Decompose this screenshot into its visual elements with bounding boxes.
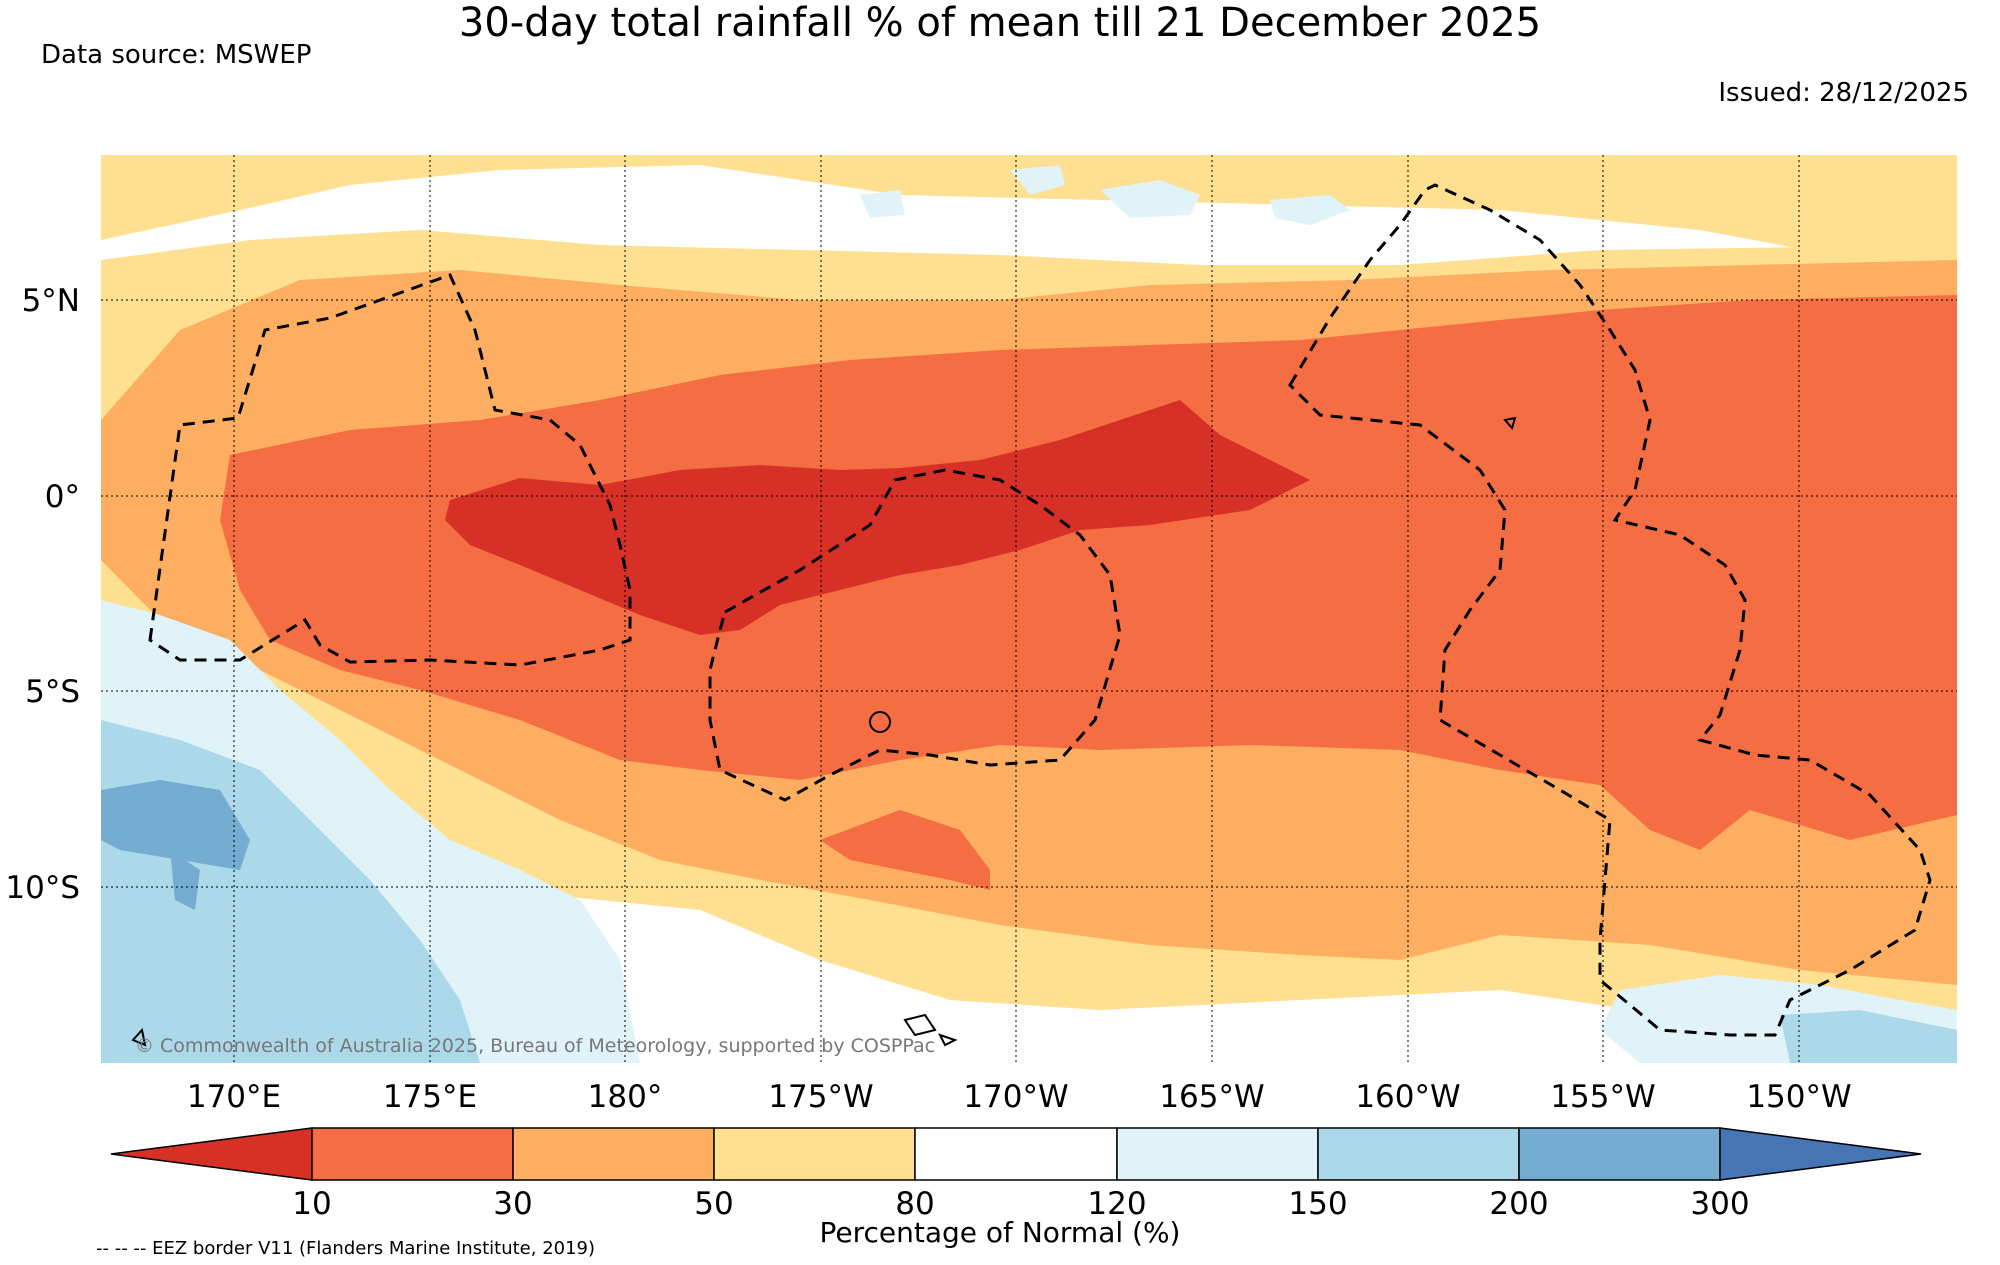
island-2 [938, 1033, 958, 1047]
colorbar-tick-80: 80 [895, 1186, 934, 1222]
lat-tick-5n: 5°N [22, 283, 80, 319]
colorbar-tick-300: 300 [1690, 1186, 1749, 1222]
lon-tick-150w: 150°W [1746, 1079, 1851, 1115]
colorbar-label: Percentage of Normal (%) [819, 1216, 1181, 1249]
eez-border-west [148, 273, 632, 667]
zone-200-300 [101, 780, 250, 870]
colorbar-arrow-low [110, 1127, 313, 1181]
colorbar-bin-80-120 [914, 1127, 1118, 1181]
eez-border-central [708, 468, 1122, 802]
colorbar-tick-200: 200 [1489, 1186, 1548, 1222]
colorbar-bin-50-80 [713, 1127, 916, 1181]
map-gridlines [101, 155, 1957, 1063]
eez-legend-note: -- -- -- EEZ border V11 (Flanders Marine… [96, 1238, 596, 1259]
lon-tick-170w: 170°W [963, 1079, 1068, 1115]
island-3 [1503, 416, 1517, 431]
zone-120-150-n4 [860, 190, 905, 218]
colorbar-bin-200-300 [1518, 1127, 1721, 1181]
rainfall-field [101, 155, 1957, 1063]
zone-150-200-se [1780, 1010, 1957, 1063]
colorbar-tick-120: 120 [1087, 1186, 1146, 1222]
lon-tick-155w: 155°W [1550, 1079, 1655, 1115]
colorbar-arrow-high [1719, 1127, 1922, 1181]
zone-120-150-n3 [1010, 165, 1065, 195]
lat-tick-5s: 5°S [25, 674, 80, 710]
zone-10-30-south [820, 810, 990, 890]
eez-border-east [1288, 183, 1932, 1037]
zone-120-150-n1 [1100, 180, 1200, 218]
colorbar [110, 1127, 1922, 1181]
island-5 [131, 1027, 147, 1047]
colorbar-tick-10: 10 [292, 1186, 331, 1222]
zone-120-150-n2 [1270, 195, 1350, 225]
colorbar-tick-50: 50 [694, 1186, 733, 1222]
map-title: 30-day total rainfall % of mean till 21 … [458, 0, 1542, 46]
colorbar-tick-30: 30 [493, 1186, 532, 1222]
lon-tick-175e: 175°E [383, 1079, 477, 1115]
lon-tick-175w: 175°W [768, 1079, 873, 1115]
zone-10-30 [220, 295, 1957, 850]
lon-tick-180: 180° [588, 1079, 663, 1115]
island-4 [869, 711, 891, 733]
copyright-notice: © Commonwealth of Australia 2025, Bureau… [135, 1035, 936, 1057]
island-outlines [131, 416, 1517, 1047]
colorbar-bin-30-50 [512, 1127, 715, 1181]
data-source: Data source: MSWEP [41, 40, 312, 70]
eez-borders [148, 183, 1932, 1037]
lon-tick-170e: 170°E [187, 1079, 281, 1115]
zone-200-300-small [170, 850, 200, 910]
colorbar-tick-150: 150 [1288, 1186, 1347, 1222]
colorbar-bin-150-200 [1317, 1127, 1520, 1181]
colorbar-bin-120-150 [1116, 1127, 1319, 1181]
issued-date: Issued: 28/12/2025 [1718, 78, 1969, 108]
lon-tick-165w: 165°W [1159, 1079, 1264, 1115]
island-1 [903, 1013, 937, 1037]
lat-tick-0: 0° [45, 479, 80, 515]
colorbar-bin-10-30 [311, 1127, 514, 1181]
zone-50-80-north [101, 155, 1957, 278]
lon-tick-160w: 160°W [1355, 1079, 1460, 1115]
zone-below-10 [445, 400, 1310, 635]
lat-tick-10s: 10°S [5, 870, 80, 906]
